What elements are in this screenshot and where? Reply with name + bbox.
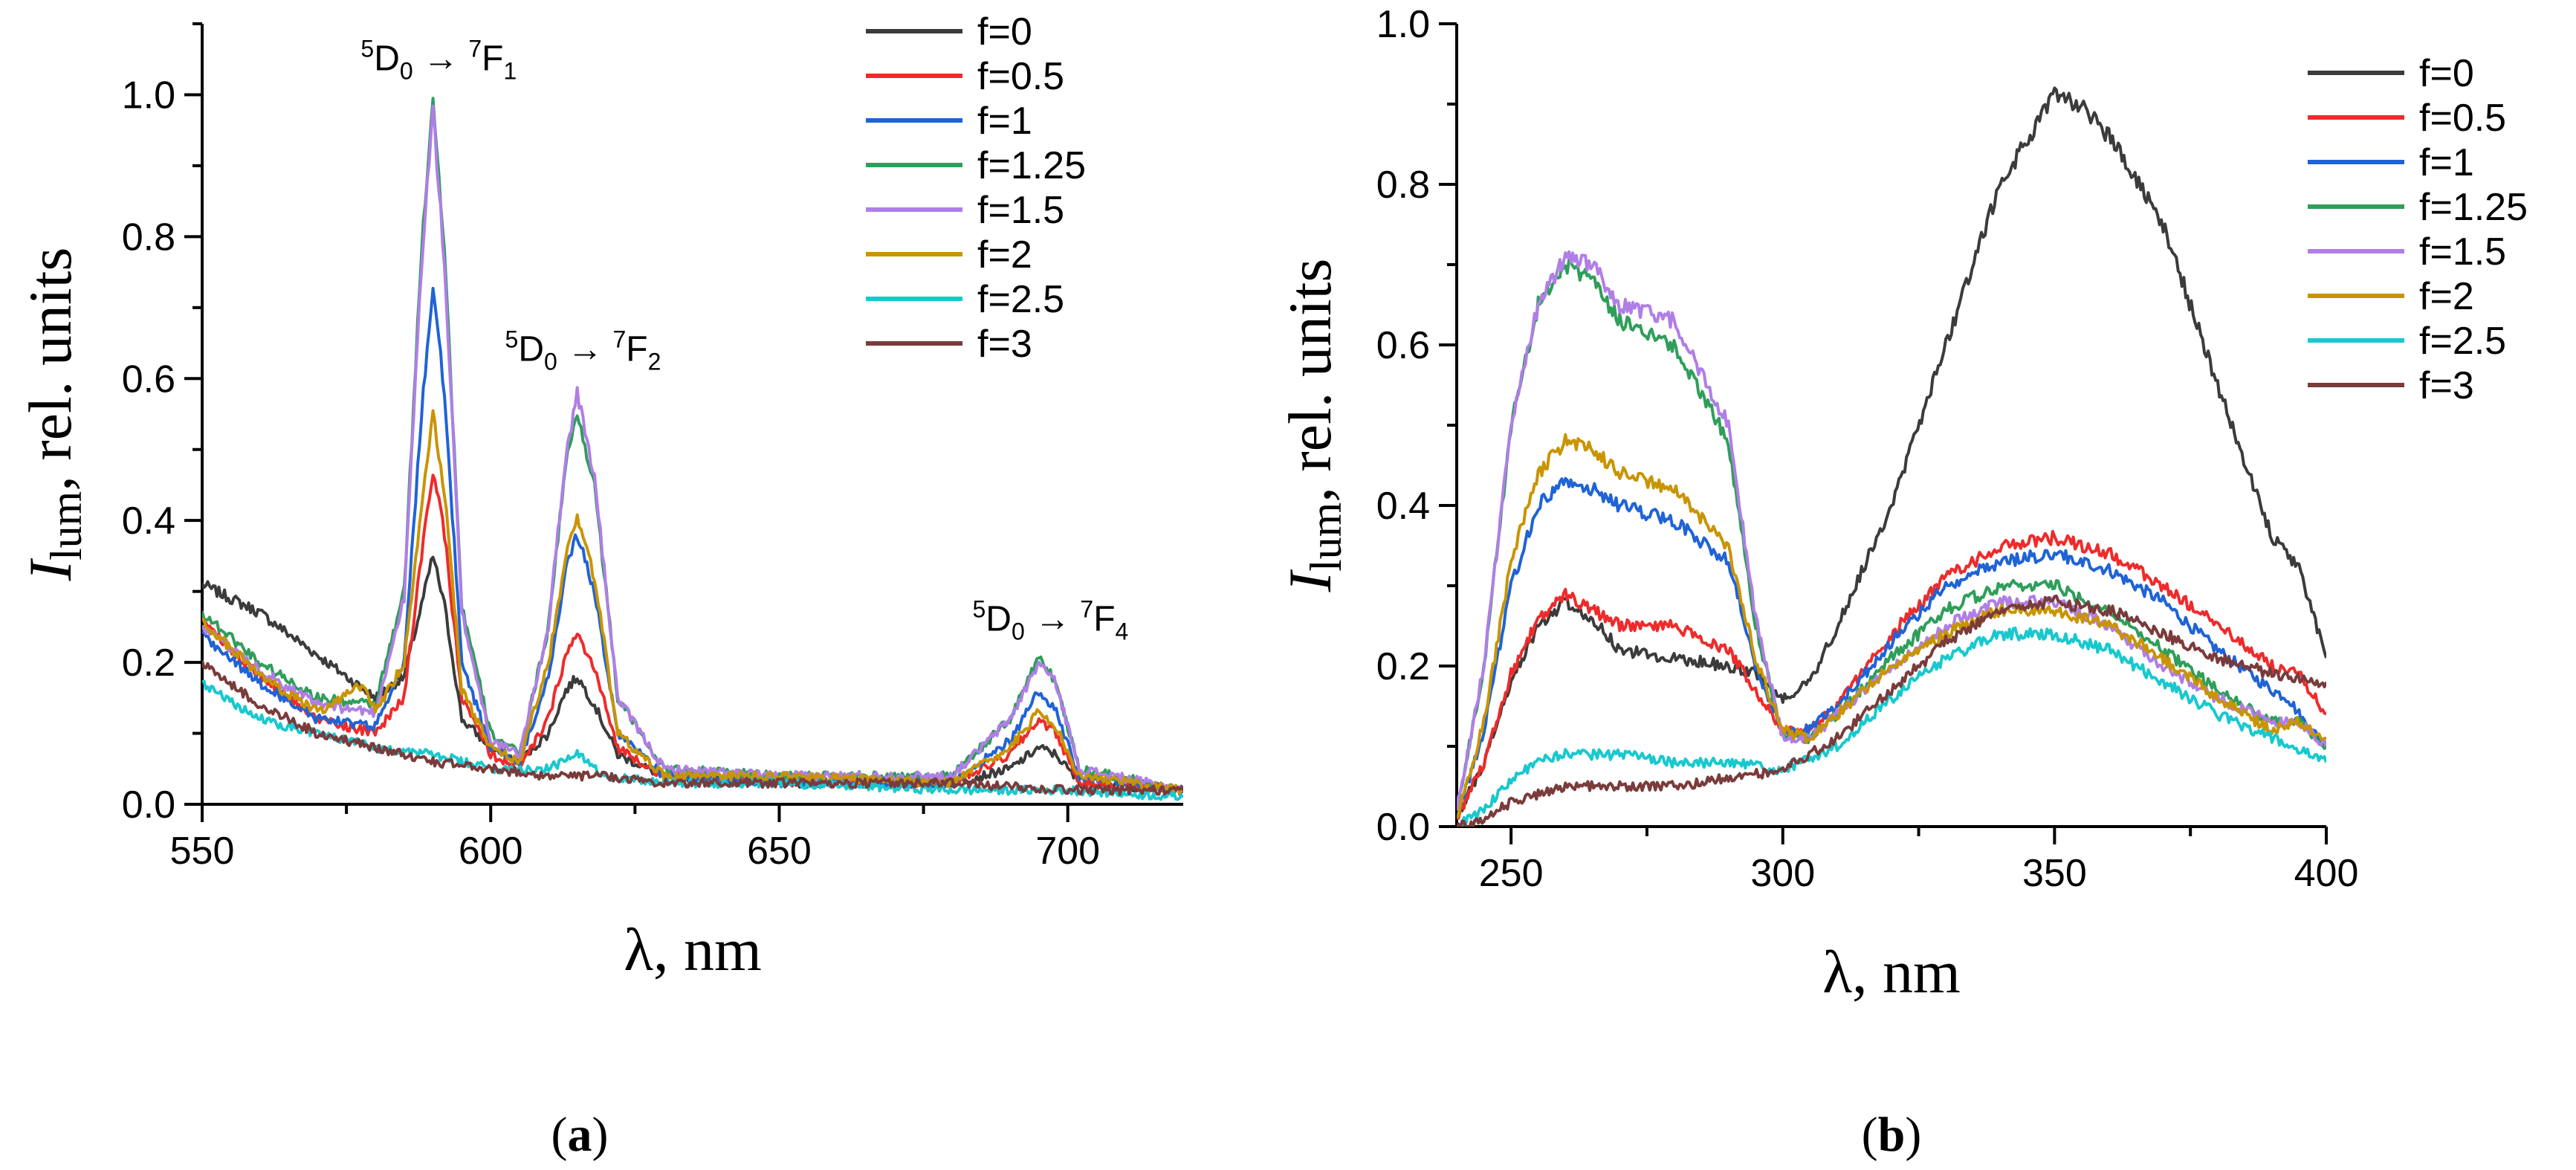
y-tick-label: 0.4 bbox=[1376, 485, 1430, 528]
series-line-f-1-25 bbox=[1457, 258, 2326, 811]
legend-label: f=0.5 bbox=[977, 55, 1064, 98]
y-tick-label: 1.0 bbox=[122, 74, 175, 117]
series-group bbox=[202, 97, 1183, 801]
x-tick-label: 250 bbox=[1479, 852, 1544, 895]
series-line-f-2 bbox=[202, 409, 1183, 795]
y-tick-label: 0.4 bbox=[122, 500, 175, 543]
y-axis-title: Ilum, rel. units bbox=[16, 248, 91, 582]
legend-label: f=1.5 bbox=[2419, 230, 2506, 274]
y-tick-label: 1.0 bbox=[1376, 3, 1430, 46]
legend-label: f=1.25 bbox=[2419, 186, 2528, 229]
series-group bbox=[1457, 86, 2326, 827]
legend-label: f=3 bbox=[977, 323, 1032, 366]
legend-label: f=2.5 bbox=[977, 278, 1064, 321]
x-tick-label: 350 bbox=[2022, 852, 2087, 895]
series-line-f-2-5 bbox=[1457, 626, 2326, 827]
x-tick-label: 400 bbox=[2294, 852, 2359, 895]
legend-label: f=0 bbox=[2419, 52, 2474, 95]
legend-label: f=0.5 bbox=[2419, 97, 2506, 140]
x-tick-label: 550 bbox=[170, 830, 235, 873]
series-line-f-1-25 bbox=[202, 97, 1183, 794]
y-tick-label: 0.0 bbox=[122, 783, 175, 827]
legend: f=0f=0.5f=1f=1.25f=1.5f=2f=2.5f=3 bbox=[866, 10, 1086, 366]
y-tick-label: 0.0 bbox=[1376, 806, 1430, 849]
x-tick-label: 650 bbox=[747, 830, 812, 873]
transition-annotation: 5D0 → 7F1 bbox=[360, 35, 517, 84]
transition-annotation: 5D0 → 7F2 bbox=[505, 326, 661, 375]
chart-panel-a: 550 600 650 700 0.0 0.2 0.4 0.6 0.8 1.0 λ, nm Ilum,… bbox=[16, 10, 1183, 1162]
legend-label: f=2 bbox=[2419, 275, 2474, 318]
legend-label: f=1 bbox=[977, 100, 1032, 143]
legend: f=0f=0.5f=1f=1.25f=1.5f=2f=2.5f=3 bbox=[2308, 52, 2528, 407]
series-line-f-1-5 bbox=[202, 104, 1183, 792]
y-tick-label: 0.2 bbox=[1376, 645, 1430, 688]
series-line-f-0 bbox=[202, 555, 1183, 796]
legend-label: f=1 bbox=[2419, 141, 2474, 184]
legend-label: f=1.25 bbox=[977, 144, 1086, 187]
series-line-f-0 bbox=[1457, 86, 2326, 820]
x-tick-label: 700 bbox=[1035, 830, 1100, 873]
series-line-f-3 bbox=[202, 659, 1183, 796]
panel-label: (a) bbox=[551, 1108, 609, 1162]
panel-label: (b) bbox=[1862, 1108, 1922, 1162]
x-axis-title: λ, nm bbox=[624, 916, 762, 983]
legend-label: f=2.5 bbox=[2419, 320, 2506, 363]
series-line-f-1 bbox=[202, 286, 1183, 794]
transition-annotation: 5D0 → 7F4 bbox=[972, 595, 1128, 644]
legend-label: f=0 bbox=[977, 10, 1032, 54]
legend-label: f=2 bbox=[977, 233, 1032, 277]
legend-label: f=3 bbox=[2419, 364, 2474, 407]
y-axis-title: Ilum, rel. units bbox=[1276, 259, 1350, 593]
series-line-f-2 bbox=[1457, 433, 2326, 819]
x-tick-label: 600 bbox=[459, 830, 523, 873]
series-line-f-3 bbox=[1457, 594, 2326, 827]
y-tick-label: 0.6 bbox=[122, 358, 175, 401]
y-tick-label: 0.2 bbox=[122, 641, 175, 685]
y-tick-label: 0.8 bbox=[1376, 164, 1430, 207]
x-tick-label: 300 bbox=[1750, 852, 1815, 895]
series-line-f-1 bbox=[1457, 476, 2326, 820]
y-tick-label: 0.6 bbox=[1376, 324, 1430, 367]
chart-panel-b: 250 300 350 400 0.0 0.2 0.4 0.6 0.8 1.0 λ, nm Ilum,… bbox=[1276, 3, 2528, 1162]
series-line-f-1-5 bbox=[1457, 250, 2326, 811]
legend-label: f=1.5 bbox=[977, 189, 1064, 232]
x-axis-title: λ, nm bbox=[1822, 938, 1961, 1006]
y-tick-label: 0.8 bbox=[122, 216, 175, 259]
